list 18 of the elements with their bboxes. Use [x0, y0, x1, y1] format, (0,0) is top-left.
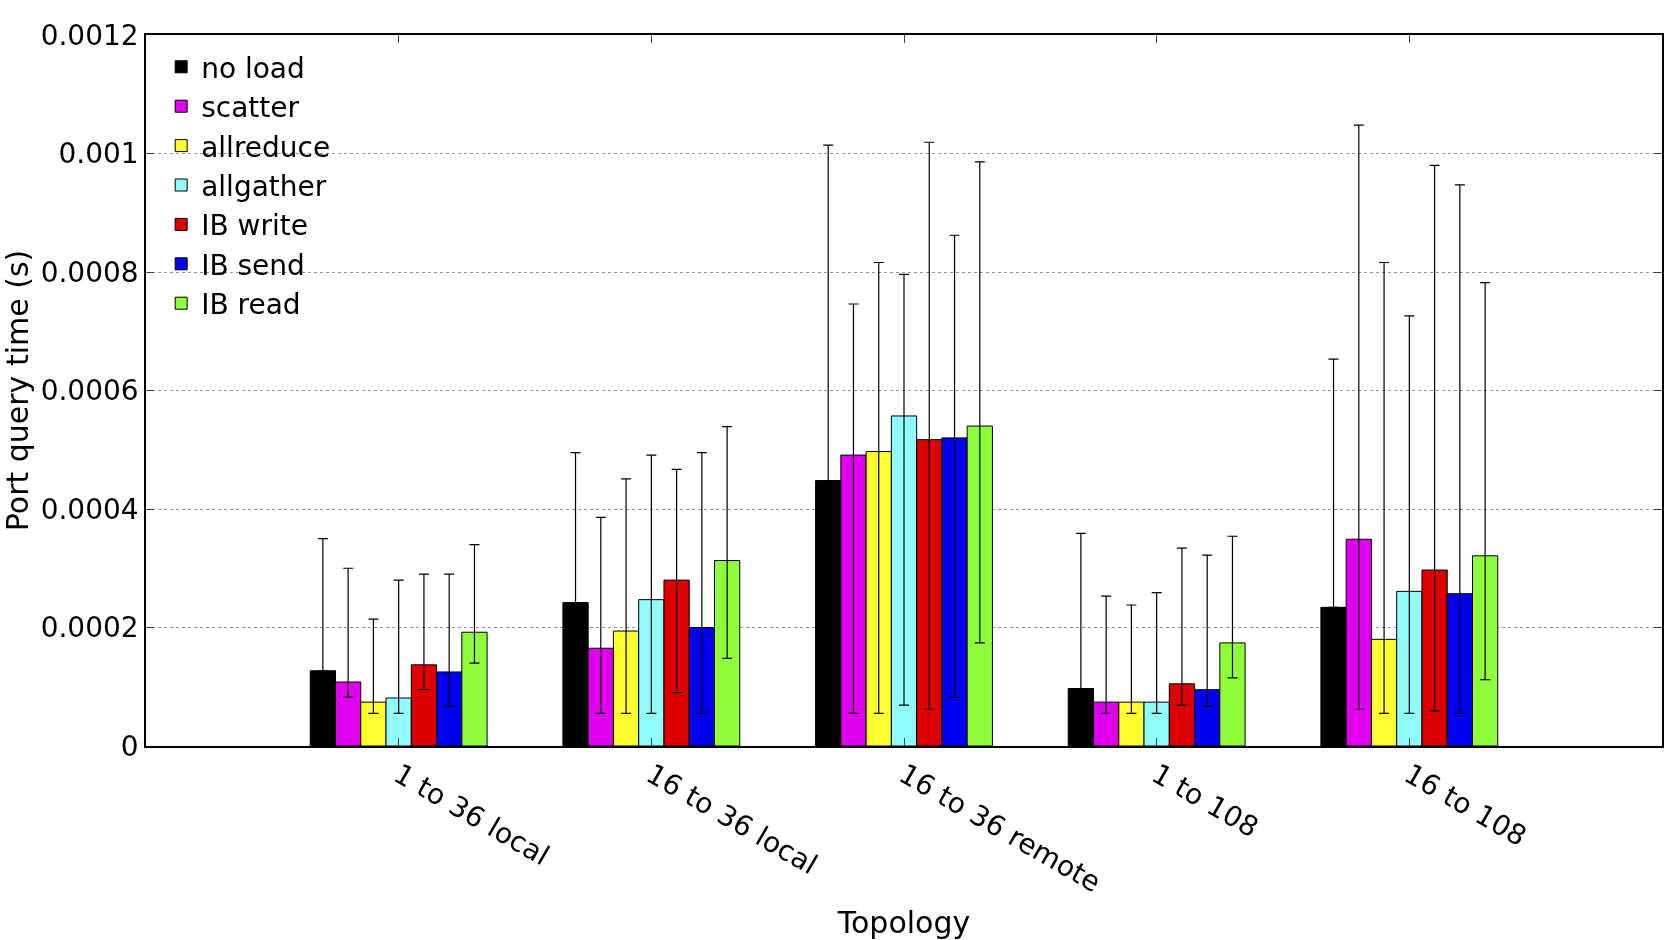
y-axis-title: Port query time (s) — [0, 249, 35, 532]
legend-label: IB send — [201, 248, 305, 282]
y-tick-label: 0.0012 — [40, 18, 139, 52]
legend-label: allgather — [201, 169, 327, 203]
y-tick-label: 0.0002 — [40, 611, 139, 645]
y-tick-label: 0.0008 — [40, 255, 139, 289]
y-tick-label: 0.001 — [58, 137, 139, 171]
legend-label: IB write — [201, 209, 308, 243]
x-tick-label: 16 to 108 — [1398, 756, 1533, 854]
x-axis-title: Topology — [836, 905, 971, 940]
y-tick-label: 0 — [120, 729, 139, 763]
legend-label: allreduce — [201, 130, 331, 164]
x-tick-label: 1 to 108 — [1146, 756, 1265, 845]
legend-label: no load — [201, 51, 305, 85]
legend-label: scatter — [201, 91, 300, 125]
legend-label: IB read — [201, 288, 301, 322]
y-tick-label: 0.0004 — [40, 492, 139, 526]
y-tick-label: 0.0006 — [40, 374, 139, 408]
